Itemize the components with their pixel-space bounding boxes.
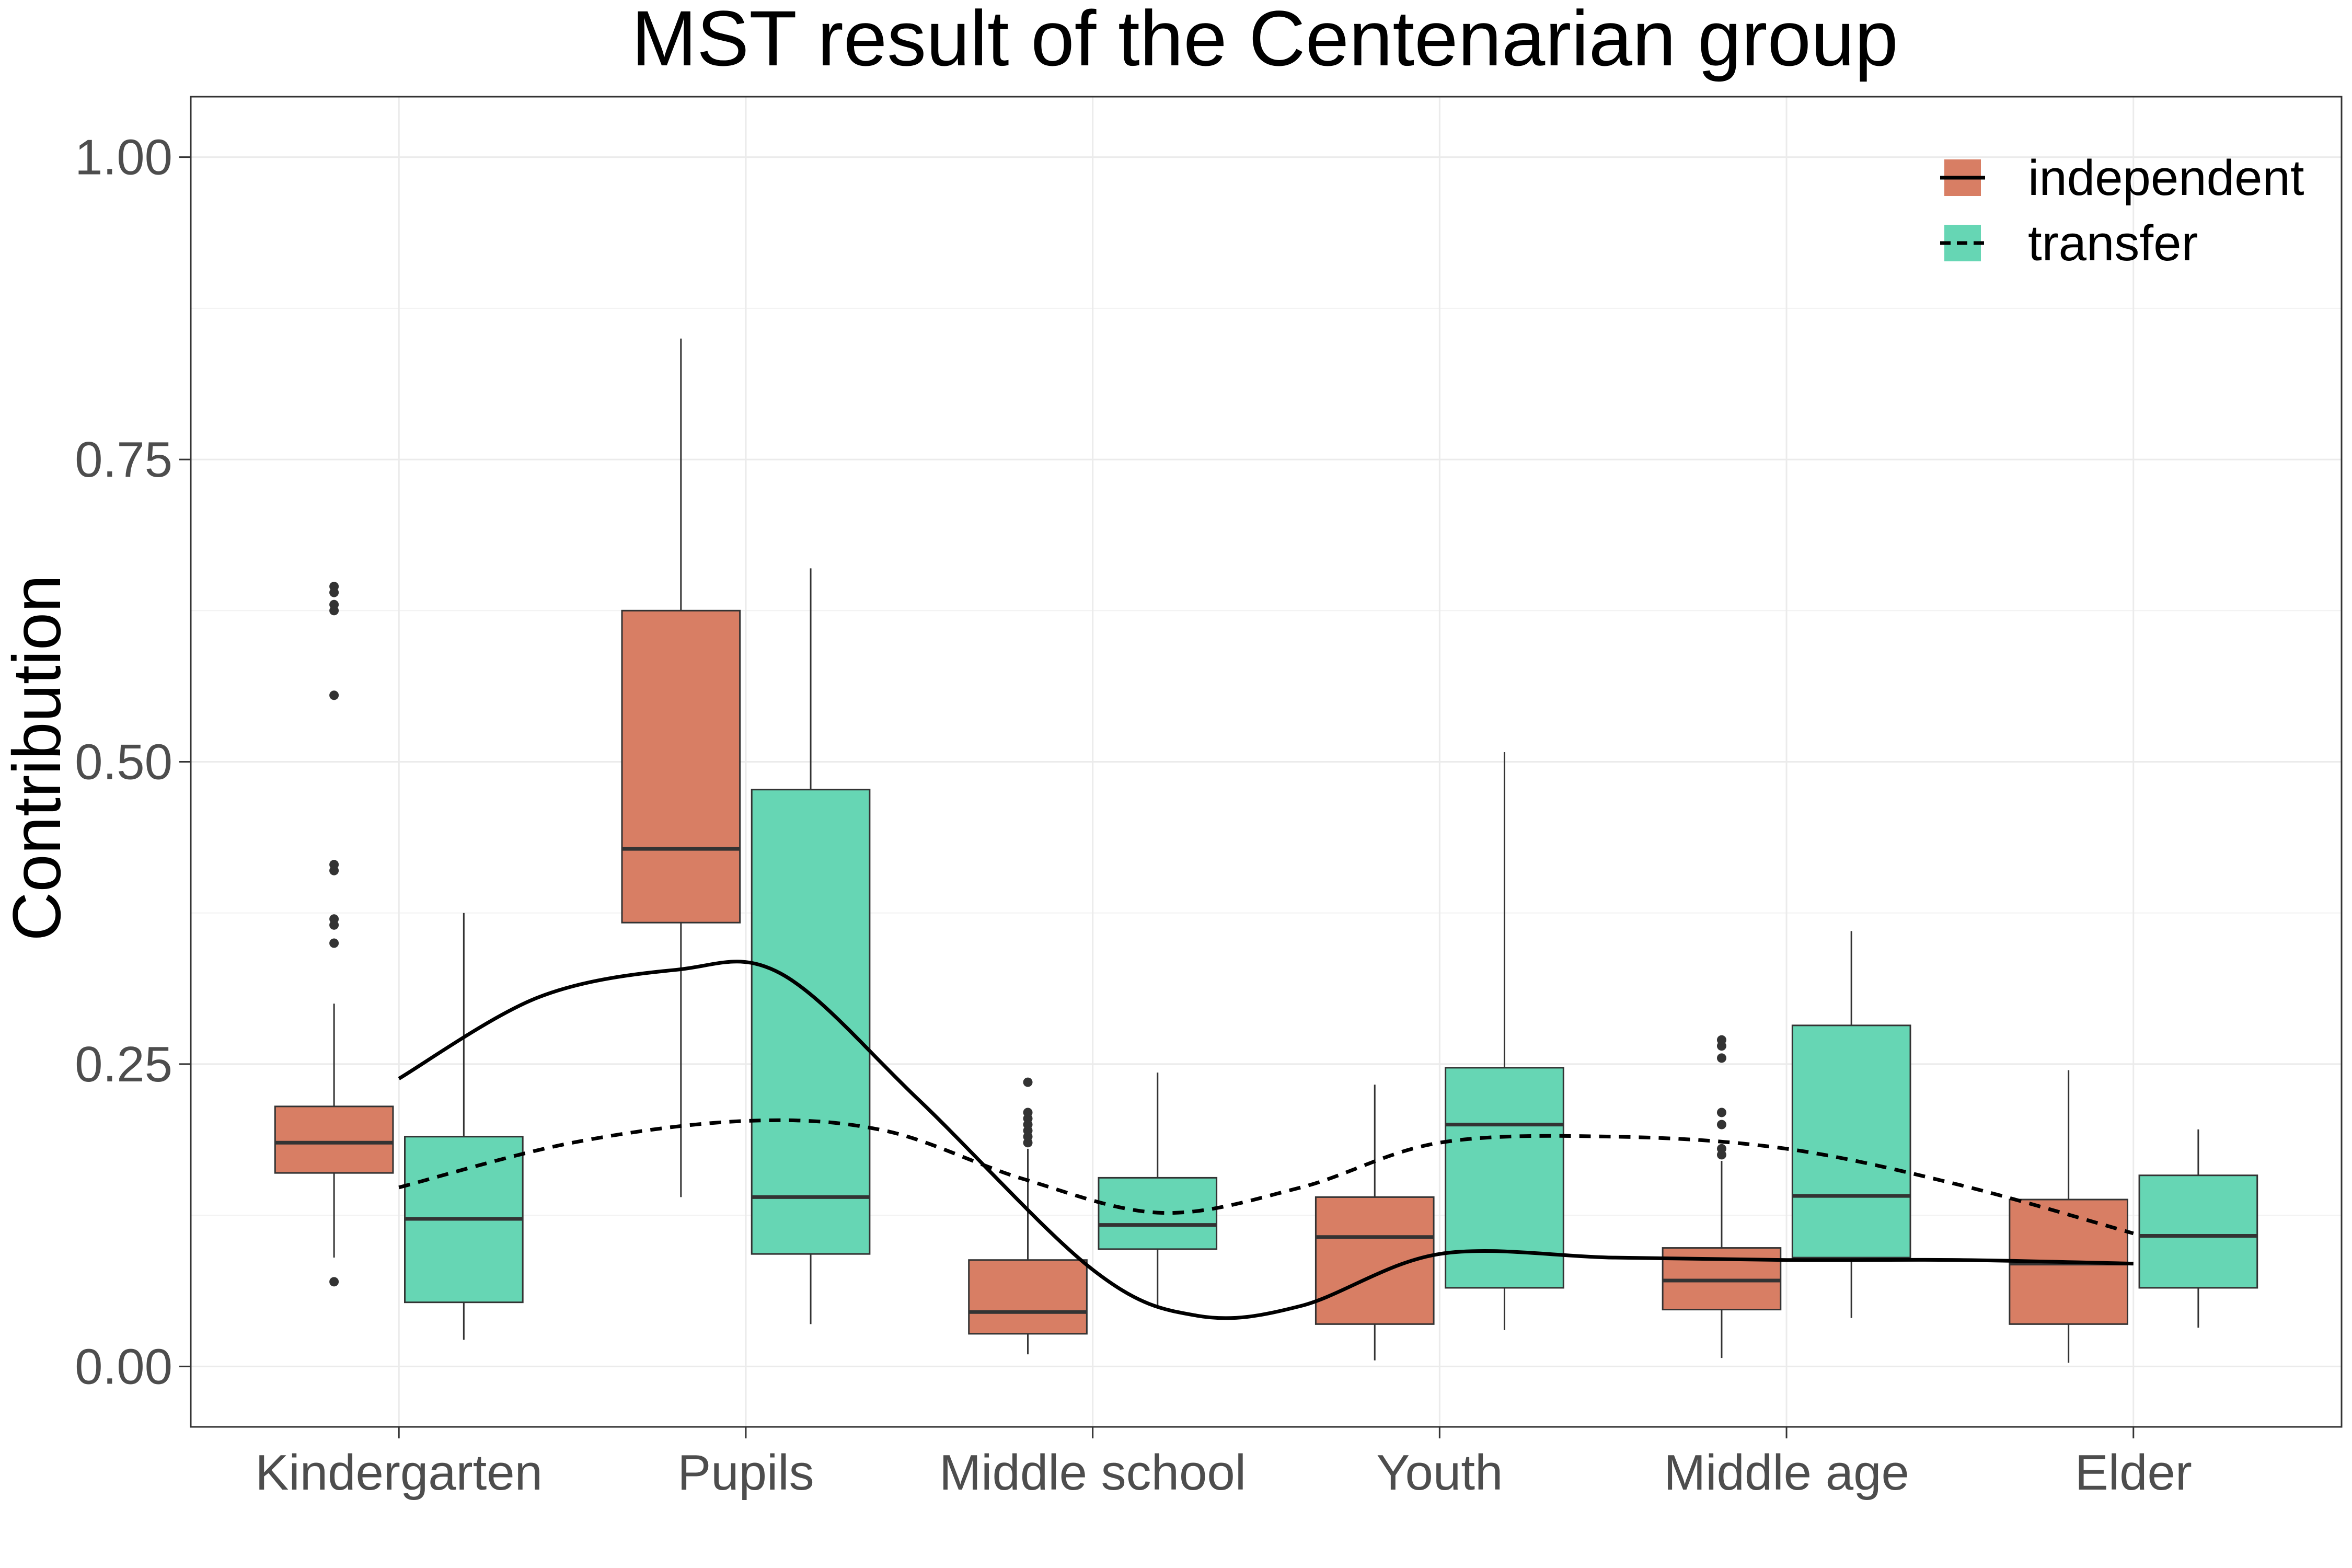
legend-item-transfer: transfer [1940, 215, 2198, 271]
y-tick-label: 1.00 [75, 130, 172, 186]
y-axis-title: Contribution [0, 575, 75, 941]
box-transfer-6 [2138, 1129, 2258, 1328]
legend-item-independent: independent [1940, 150, 2304, 206]
outlier-point [329, 938, 339, 948]
box-body [274, 1105, 394, 1174]
legend: independent transfer [1940, 150, 2304, 271]
box-transfer-3 [1098, 1073, 1218, 1309]
y-tick-label: 0.25 [75, 1036, 172, 1092]
x-axis-ticks: Kindergarten Pupils Middle school Youth Midd… [255, 1427, 2192, 1501]
trend-line-transfer [398, 1118, 2134, 1236]
outlier-point [1716, 1144, 1726, 1154]
x-tick-label: Youth [1376, 1445, 1503, 1501]
box-transfer-1 [404, 913, 524, 1340]
outlier-point [1716, 1035, 1726, 1045]
outlier-point [329, 690, 339, 700]
outlier-point [1716, 1120, 1726, 1129]
x-tick-label: Kindergarten [255, 1445, 543, 1501]
outlier-point [329, 582, 339, 592]
box-independent-4 [1315, 1085, 1435, 1361]
outlier-point [329, 599, 339, 609]
y-tick-label: 0.00 [75, 1339, 172, 1394]
box-transfer-2 [751, 568, 871, 1324]
grid [191, 97, 2342, 1427]
box-independent-1 [274, 582, 394, 1287]
box-independent-2 [621, 338, 741, 1197]
outlier-point [329, 1277, 339, 1287]
box-independent-5 [1662, 1035, 1782, 1358]
box-body [2138, 1174, 2258, 1289]
x-tick-label: Elder [2075, 1445, 2192, 1501]
boxes [274, 338, 2258, 1363]
y-tick-label: 0.50 [75, 734, 172, 790]
outlier-point [329, 914, 339, 924]
outlier-point [1023, 1108, 1033, 1117]
trend-line-independent [398, 960, 2134, 1320]
chart-title: MST result of the Centenarian group [631, 0, 1898, 82]
x-tick-label: Middle school [939, 1445, 1246, 1501]
x-tick-label: Pupils [677, 1445, 814, 1501]
y-tick-label: 0.75 [75, 432, 172, 488]
box-transfer-5 [1791, 931, 1911, 1318]
outlier-point [1716, 1108, 1726, 1117]
outlier-point [1023, 1077, 1033, 1087]
box-body [621, 609, 741, 924]
box-transfer-4 [1445, 752, 1564, 1330]
box-independent-3 [968, 1077, 1088, 1355]
box-body [751, 789, 871, 1255]
legend-label: transfer [2028, 215, 2198, 271]
outlier-point [1716, 1053, 1726, 1063]
legend-label: independent [2028, 150, 2304, 206]
x-tick-label: Middle age [1664, 1445, 1909, 1501]
y-axis-ticks: 0.00 0.25 0.50 0.75 1.00 [75, 130, 191, 1394]
outlier-point [329, 860, 339, 870]
box-body [968, 1259, 1088, 1335]
trend-lines [398, 960, 2134, 1320]
box-body [1791, 1024, 1911, 1259]
